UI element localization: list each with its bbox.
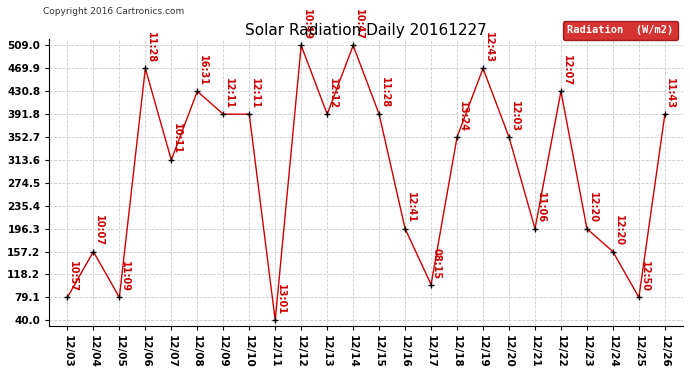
Text: 11:06: 11:06: [535, 192, 546, 223]
Text: 11:28: 11:28: [380, 78, 390, 109]
Title: Solar Radiation Daily 20161227: Solar Radiation Daily 20161227: [245, 23, 487, 38]
Text: 10:47: 10:47: [354, 9, 364, 40]
Legend: Radiation  (W/m2): Radiation (W/m2): [563, 21, 678, 40]
Text: Copyright 2016 Cartronics.com: Copyright 2016 Cartronics.com: [43, 7, 184, 16]
Text: 12:43: 12:43: [484, 32, 493, 63]
Text: 10:49: 10:49: [302, 9, 312, 40]
Text: 16:31: 16:31: [198, 55, 208, 86]
Text: 11:09: 11:09: [120, 261, 130, 292]
Text: 12:11: 12:11: [224, 78, 234, 109]
Text: 12:12: 12:12: [328, 78, 337, 109]
Text: 13:01: 13:01: [276, 284, 286, 315]
Text: 11:28: 11:28: [146, 32, 156, 63]
Text: 12:41: 12:41: [406, 192, 415, 223]
Text: 12:20: 12:20: [587, 192, 598, 223]
Text: 12:50: 12:50: [640, 261, 649, 292]
Text: 13:24: 13:24: [457, 100, 468, 132]
Text: 10:57: 10:57: [68, 261, 78, 292]
Text: 11:43: 11:43: [665, 78, 676, 109]
Text: 08:15: 08:15: [432, 248, 442, 279]
Text: 12:03: 12:03: [510, 100, 520, 132]
Text: 10:07: 10:07: [94, 215, 104, 246]
Text: 12:11: 12:11: [250, 78, 260, 109]
Text: 12:20: 12:20: [613, 215, 624, 246]
Text: 10:11: 10:11: [172, 123, 182, 154]
Text: 12:07: 12:07: [562, 55, 571, 86]
